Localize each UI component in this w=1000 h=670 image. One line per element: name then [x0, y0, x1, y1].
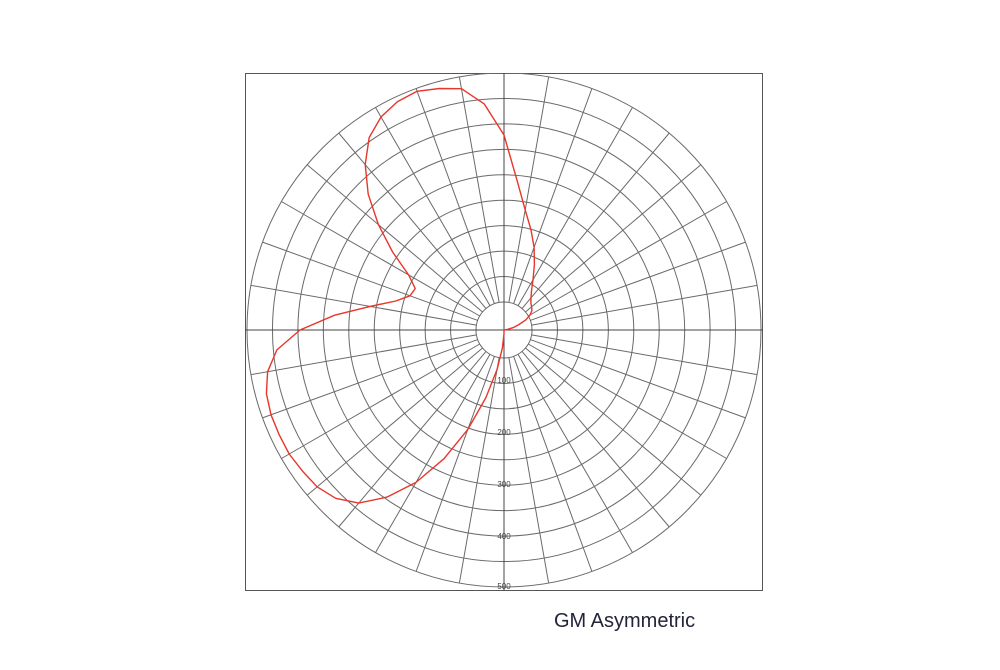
ring-label: 300: [497, 480, 511, 489]
polar-svg: 100 200 300 400 500: [245, 73, 763, 591]
chart-caption: GM Asymmetric: [554, 610, 695, 633]
ring-label: 200: [497, 428, 511, 437]
polar-chart: 100 200 300 400 500: [245, 73, 763, 591]
ring-label: 100: [497, 376, 511, 385]
ring-label: 500: [497, 582, 511, 591]
ring-label: 400: [497, 532, 511, 541]
